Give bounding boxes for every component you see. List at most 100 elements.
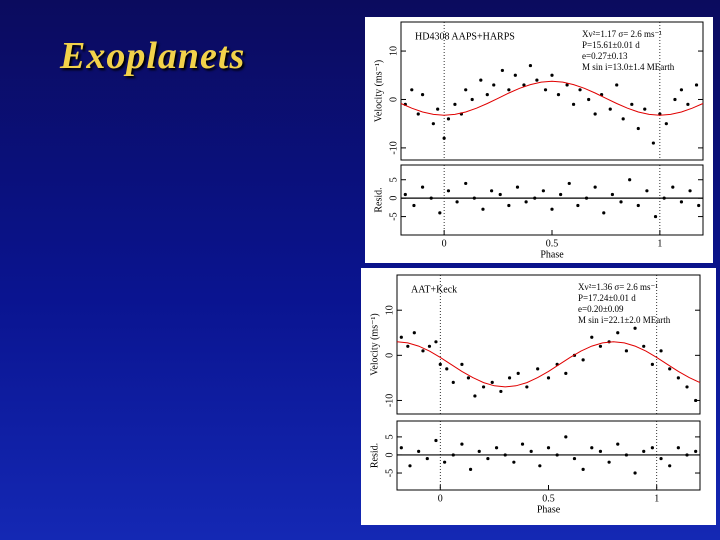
data-point <box>602 211 606 215</box>
data-point <box>513 73 517 77</box>
data-point <box>550 207 554 211</box>
data-point <box>584 196 589 200</box>
data-point <box>516 371 520 375</box>
data-point <box>650 362 654 366</box>
data-point <box>578 88 582 92</box>
y-tick-label: -5 <box>384 469 395 477</box>
data-point <box>455 200 459 204</box>
y-axis-label: Velocity (ms⁻¹) <box>373 60 384 122</box>
data-point <box>564 371 568 375</box>
data-point <box>633 326 637 330</box>
data-point <box>556 93 561 97</box>
data-point <box>507 203 511 208</box>
y-axis-label: Velocity (ms⁻¹) <box>369 313 380 375</box>
data-point <box>686 102 690 106</box>
data-point <box>399 335 403 339</box>
data-point <box>520 442 525 446</box>
data-point <box>438 211 442 215</box>
data-point <box>659 349 663 353</box>
x-tick-label: 0 <box>442 238 447 249</box>
data-point <box>507 376 512 380</box>
data-point <box>645 189 649 193</box>
slide-title: Exoplanets <box>60 35 246 77</box>
data-point <box>536 367 540 371</box>
data-point <box>512 460 516 464</box>
data-point <box>598 449 603 453</box>
data-point <box>420 93 425 97</box>
data-point <box>650 446 654 450</box>
fit-curve <box>400 80 704 116</box>
data-point <box>446 189 451 193</box>
figure-background <box>365 17 713 263</box>
fit-statistic: e=0.20±0.09 <box>578 304 624 314</box>
data-point <box>490 380 494 385</box>
data-point <box>572 456 577 461</box>
data-point <box>679 88 684 92</box>
data-point <box>651 141 655 145</box>
data-point <box>412 203 416 208</box>
data-point <box>564 435 568 439</box>
data-point <box>598 344 603 348</box>
x-tick-label: 1 <box>654 493 659 504</box>
data-point <box>473 394 477 398</box>
y-tick-label: -5 <box>388 212 399 220</box>
data-point <box>481 385 486 389</box>
fit-statistic: M sin i=13.0±1.4 MEarth <box>582 62 675 72</box>
x-tick-label: 0 <box>438 493 443 504</box>
y-axis-label: Resid. <box>373 187 384 212</box>
data-point <box>434 438 438 443</box>
y-tick-label: -10 <box>384 394 395 407</box>
data-point <box>472 196 476 200</box>
data-point <box>694 83 699 87</box>
data-point <box>587 97 591 102</box>
x-tick-label: 0.5 <box>542 493 555 504</box>
data-point <box>616 331 620 335</box>
data-point <box>615 83 619 87</box>
y-tick-label: 0 <box>384 452 395 457</box>
data-point <box>412 331 416 335</box>
dataset-label: AAT+Keck <box>411 284 457 295</box>
data-point <box>559 192 563 197</box>
data-point <box>543 88 548 92</box>
data-point <box>503 453 507 457</box>
data-point <box>630 102 634 106</box>
y-tick-label: 0 <box>388 196 399 201</box>
data-point <box>538 464 542 468</box>
data-point <box>529 449 533 453</box>
data-point <box>590 335 594 339</box>
data-point <box>481 207 485 211</box>
data-point <box>581 467 585 472</box>
data-point <box>668 367 672 371</box>
fit-statistic: e=0.27±0.13 <box>582 51 628 61</box>
plot-frame <box>396 274 701 415</box>
data-point <box>507 88 511 92</box>
data-point <box>541 189 545 193</box>
data-point <box>662 196 666 200</box>
y-tick-label: 10 <box>388 46 399 56</box>
data-point <box>576 203 580 208</box>
data-point <box>624 453 629 457</box>
data-point <box>653 214 658 219</box>
data-point <box>399 446 403 450</box>
data-point <box>697 203 701 208</box>
data-point <box>621 117 625 121</box>
data-point <box>535 78 539 82</box>
data-point <box>443 460 447 464</box>
data-point <box>616 442 620 446</box>
data-point <box>498 192 502 197</box>
data-point <box>416 112 420 116</box>
data-point <box>673 97 677 102</box>
data-point <box>671 185 675 189</box>
data-point <box>408 464 412 468</box>
data-point <box>427 344 432 348</box>
data-point <box>528 63 533 68</box>
data-point <box>420 185 425 189</box>
data-point <box>685 385 689 389</box>
data-point <box>442 136 446 140</box>
fit-curve <box>396 341 701 388</box>
data-point <box>546 376 551 380</box>
data-point <box>610 192 615 197</box>
data-point <box>593 185 597 189</box>
